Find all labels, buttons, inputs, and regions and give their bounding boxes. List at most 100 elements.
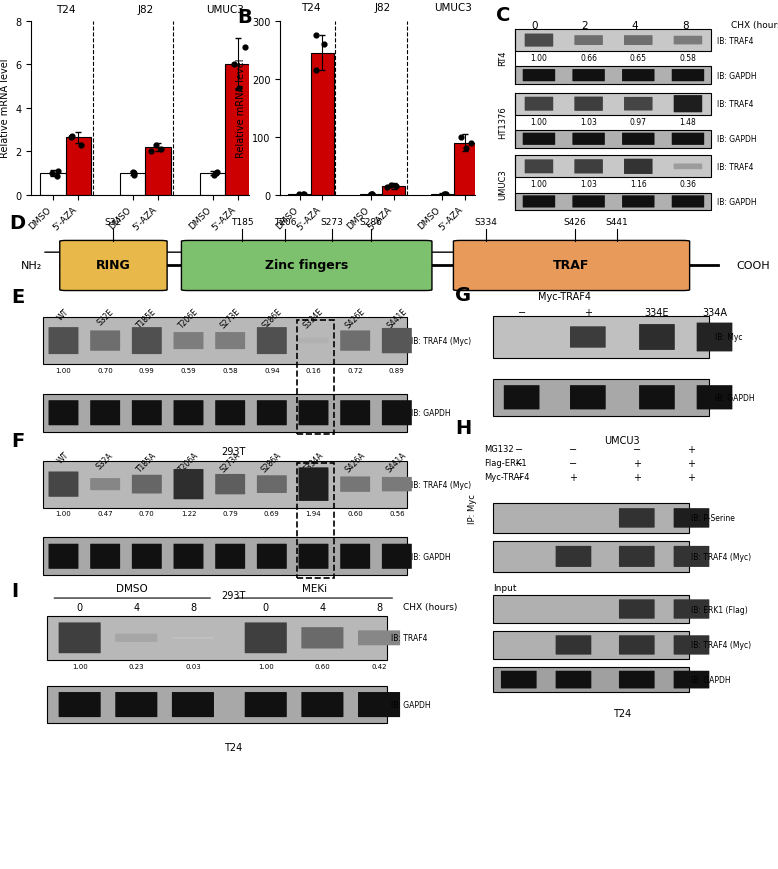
Text: WT: WT — [56, 450, 71, 465]
FancyBboxPatch shape — [555, 635, 591, 655]
Text: +: + — [688, 473, 696, 482]
FancyBboxPatch shape — [674, 635, 710, 655]
Text: 0.99: 0.99 — [139, 368, 155, 374]
Text: −: − — [569, 458, 577, 468]
FancyBboxPatch shape — [216, 544, 245, 569]
Text: 0.59: 0.59 — [180, 368, 196, 374]
Text: S441: S441 — [605, 218, 628, 227]
Point — [381, 181, 394, 195]
Point — [239, 41, 251, 55]
FancyBboxPatch shape — [173, 333, 204, 349]
Text: C: C — [496, 5, 510, 24]
Text: IB: TRAF4: IB: TRAF4 — [717, 163, 753, 172]
FancyBboxPatch shape — [696, 386, 732, 410]
FancyBboxPatch shape — [622, 196, 654, 209]
Text: Zinc fingers: Zinc fingers — [265, 259, 349, 272]
FancyBboxPatch shape — [515, 30, 711, 52]
FancyBboxPatch shape — [382, 401, 412, 426]
FancyBboxPatch shape — [173, 401, 204, 426]
Point — [297, 188, 310, 202]
Text: TRAF: TRAF — [553, 259, 590, 272]
FancyBboxPatch shape — [674, 600, 710, 619]
FancyBboxPatch shape — [515, 194, 711, 211]
Text: 0.65: 0.65 — [629, 54, 647, 63]
Text: 4: 4 — [632, 21, 639, 31]
FancyBboxPatch shape — [257, 475, 287, 494]
Point — [65, 131, 78, 145]
Text: 4: 4 — [133, 602, 139, 613]
Text: S334A: S334A — [302, 450, 325, 474]
FancyBboxPatch shape — [382, 477, 412, 492]
FancyBboxPatch shape — [48, 472, 79, 497]
Text: 1.00: 1.00 — [531, 117, 548, 127]
Text: COOH: COOH — [736, 261, 769, 270]
Text: S426E: S426E — [344, 307, 367, 330]
FancyBboxPatch shape — [573, 196, 605, 209]
Text: S426: S426 — [564, 218, 587, 227]
Text: 1.22: 1.22 — [180, 511, 196, 517]
Text: CDH1: CDH1 — [362, 262, 393, 271]
Text: IB: Myc: IB: Myc — [714, 333, 742, 342]
FancyBboxPatch shape — [181, 242, 432, 291]
Bar — [454, 143, 476, 196]
FancyBboxPatch shape — [48, 328, 79, 355]
Point — [310, 30, 323, 43]
Text: 0: 0 — [76, 602, 82, 613]
Text: T24: T24 — [56, 5, 75, 15]
Text: 8: 8 — [376, 602, 382, 613]
Text: I: I — [11, 580, 18, 600]
FancyBboxPatch shape — [299, 338, 328, 344]
Point — [211, 166, 223, 180]
Text: T24: T24 — [224, 742, 243, 753]
Point — [127, 166, 139, 180]
Text: 0.23: 0.23 — [128, 663, 144, 669]
Text: +: + — [584, 308, 592, 318]
FancyBboxPatch shape — [570, 327, 606, 348]
FancyBboxPatch shape — [574, 36, 603, 46]
Point — [210, 167, 223, 181]
Text: 0.42: 0.42 — [371, 663, 387, 669]
Text: B: B — [237, 8, 252, 27]
Text: 1.03: 1.03 — [580, 180, 597, 189]
FancyBboxPatch shape — [90, 401, 120, 426]
FancyBboxPatch shape — [257, 328, 287, 355]
Text: UMUC3: UMUC3 — [498, 169, 507, 200]
FancyBboxPatch shape — [674, 508, 710, 528]
FancyBboxPatch shape — [257, 401, 287, 426]
FancyBboxPatch shape — [555, 547, 591, 567]
Text: −: − — [569, 444, 577, 454]
FancyBboxPatch shape — [44, 395, 408, 432]
Text: 1.16: 1.16 — [630, 180, 647, 189]
FancyBboxPatch shape — [504, 386, 539, 410]
Text: T206E: T206E — [177, 307, 200, 330]
Text: 334E: 334E — [645, 308, 669, 318]
Text: 0.69: 0.69 — [264, 511, 280, 517]
Text: T206A: T206A — [177, 450, 200, 474]
FancyBboxPatch shape — [671, 134, 704, 146]
Text: 0.03: 0.03 — [185, 663, 201, 669]
FancyBboxPatch shape — [172, 637, 214, 639]
Bar — [120, 174, 145, 196]
FancyBboxPatch shape — [216, 474, 245, 494]
FancyBboxPatch shape — [524, 35, 553, 48]
FancyBboxPatch shape — [60, 242, 167, 291]
FancyBboxPatch shape — [674, 36, 703, 45]
Point — [51, 170, 63, 184]
Text: +: + — [688, 444, 696, 454]
Point — [439, 188, 451, 202]
Text: H: H — [455, 418, 471, 437]
FancyBboxPatch shape — [340, 331, 370, 351]
Text: 0.60: 0.60 — [314, 663, 331, 669]
FancyBboxPatch shape — [301, 627, 343, 649]
Text: 1.94: 1.94 — [306, 511, 321, 517]
Text: T24: T24 — [301, 3, 321, 13]
FancyBboxPatch shape — [382, 328, 412, 354]
Text: −: − — [515, 458, 523, 468]
Point — [293, 188, 305, 202]
Text: S273A: S273A — [219, 450, 242, 474]
FancyBboxPatch shape — [44, 461, 408, 508]
Text: −: − — [633, 444, 641, 454]
Point — [454, 130, 467, 144]
Text: 0.60: 0.60 — [347, 511, 363, 517]
Text: E: E — [11, 288, 24, 307]
